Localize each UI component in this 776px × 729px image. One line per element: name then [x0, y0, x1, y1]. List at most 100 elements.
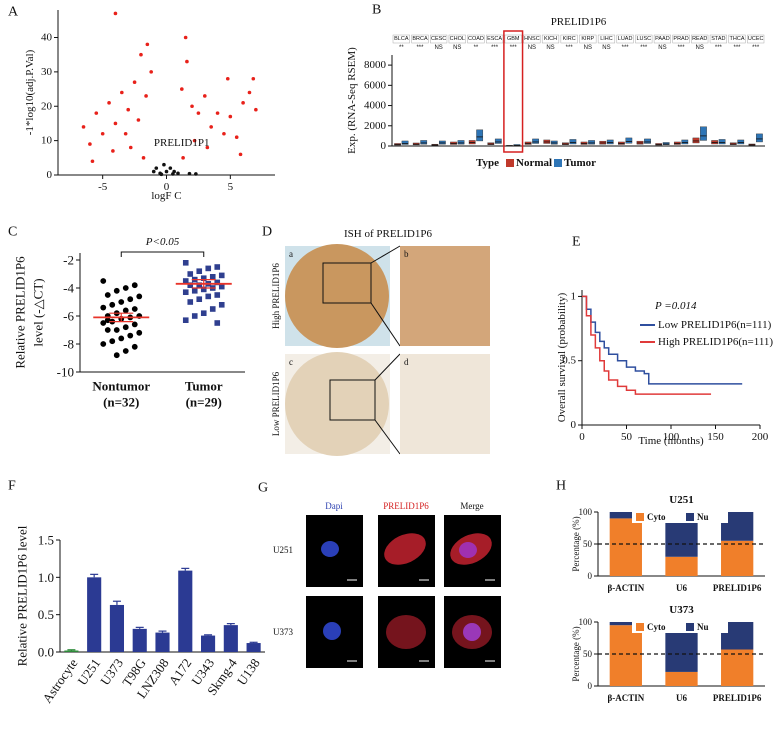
point [122, 324, 129, 331]
box [494, 138, 502, 144]
point [145, 42, 150, 47]
y-tick-label: 4000 [364, 100, 387, 112]
x-tick-label: 0 [164, 181, 170, 193]
point [122, 285, 129, 291]
box [401, 140, 409, 145]
box [700, 126, 707, 141]
x-tick-label: U6 [676, 693, 687, 703]
x-axis-label: logF C [151, 190, 181, 202]
category-header [747, 34, 765, 44]
point [200, 310, 207, 316]
point [109, 301, 116, 308]
image-d [400, 354, 490, 454]
y-tick-label: 1 [571, 290, 577, 302]
bar [178, 570, 193, 652]
point [113, 327, 120, 333]
point [120, 90, 124, 95]
point [214, 320, 221, 326]
box [569, 139, 577, 145]
point [191, 313, 198, 319]
x-tick-label: 100 [663, 431, 680, 443]
point [200, 286, 207, 293]
x-tick-label: PRELID1P6 [713, 583, 762, 593]
y-tick-label: 50 [583, 539, 593, 549]
y-tick-label: 0.5 [562, 355, 576, 367]
y-tick-label: -6 [63, 309, 74, 324]
point [131, 306, 138, 312]
category-label: KIRC [563, 36, 576, 42]
x-tick-label: U251 [74, 656, 103, 688]
significance: *** [752, 45, 760, 51]
chart-title: U373 [669, 604, 694, 616]
row-label: Low PRELID1P6 [271, 371, 281, 436]
x-tick-label: PRELID1P6 [713, 693, 762, 703]
point [131, 282, 138, 289]
bar [87, 577, 102, 652]
zoom-box [322, 262, 372, 304]
zoom-line [370, 302, 401, 347]
point [164, 169, 169, 174]
sublabel: a [289, 249, 293, 259]
point [109, 338, 116, 345]
zoom-box [329, 379, 376, 421]
box [457, 140, 465, 145]
point [176, 171, 180, 176]
x-tick-label: 200 [752, 431, 769, 443]
category-header [728, 34, 746, 44]
point [104, 327, 111, 333]
image-b [400, 246, 490, 346]
point [132, 80, 137, 84]
y-tick-label: 0.5 [38, 607, 54, 622]
point [144, 94, 148, 98]
x-tick-label: β-ACTIN [607, 693, 644, 703]
category-header [467, 34, 485, 44]
point [113, 287, 120, 294]
zoom-line [370, 245, 401, 264]
y-axis-label: level (-△CT) [31, 278, 46, 346]
point [209, 306, 216, 312]
bar-segment [665, 671, 698, 686]
point [241, 101, 245, 105]
significance: NS [546, 45, 554, 51]
row-label: U373 [273, 627, 293, 637]
column-header: Merge [460, 501, 483, 511]
figure-title: ISH of PRELID1P6 [344, 228, 433, 240]
y-tick-label: 100 [579, 507, 593, 517]
point [183, 35, 188, 40]
y-tick-label: 20 [41, 100, 53, 112]
category-label: READ [692, 36, 707, 42]
point [187, 282, 194, 288]
box [625, 137, 633, 144]
category-label: PAAD [655, 36, 670, 42]
box [420, 140, 428, 145]
y-tick-label: 6000 [364, 79, 387, 91]
chart-title: U251 [669, 494, 693, 506]
category-header [411, 34, 429, 44]
significance: *** [622, 45, 630, 51]
significance: *** [640, 45, 648, 51]
point [90, 159, 95, 164]
point [218, 302, 225, 308]
box [756, 133, 763, 143]
category-header [504, 34, 522, 44]
y-tick-label: -10 [57, 365, 74, 380]
point [251, 76, 256, 81]
category-header [616, 34, 634, 44]
category-header [430, 34, 448, 44]
point [113, 352, 120, 359]
bar [200, 635, 216, 652]
legend-background [632, 511, 728, 523]
y-tick-label: 0 [47, 169, 53, 181]
cell [386, 615, 426, 649]
bar [223, 625, 238, 652]
point [136, 118, 141, 122]
category-label: BLCA [394, 36, 409, 42]
panel-letter: H [556, 479, 566, 494]
category-label: KIRP [581, 36, 594, 42]
legend-label: Normal [516, 157, 552, 169]
category-label: LIHC [600, 36, 613, 42]
bar-segment [609, 625, 642, 686]
point [202, 94, 207, 98]
point [104, 292, 111, 298]
